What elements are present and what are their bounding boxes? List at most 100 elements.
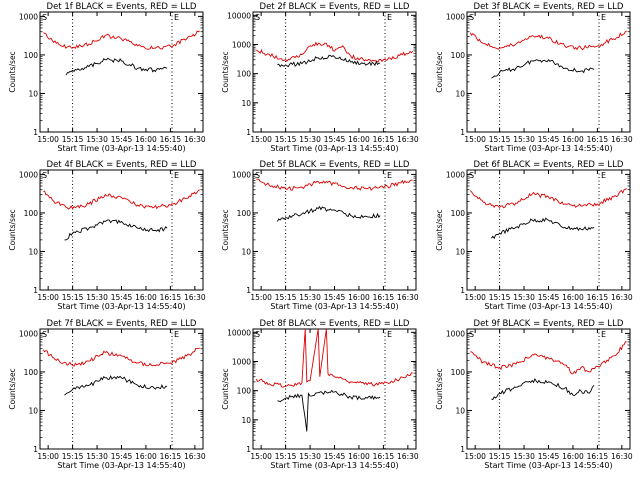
start-marker: S xyxy=(255,171,260,180)
y-axis-title: Counts/sec xyxy=(435,368,444,409)
x-tick-label: 15:30 xyxy=(86,452,108,461)
y-axis-title: Counts/sec xyxy=(221,368,230,409)
x-tick-label: 15:15 xyxy=(275,452,297,461)
x-tick-label: 15:15 xyxy=(62,135,84,144)
panel-title: Det 1f BLACK = Events, RED = LLD xyxy=(47,2,197,12)
start-marker: S xyxy=(42,171,47,180)
panel-title: Det 7f BLACK = Events, RED = LLD xyxy=(47,319,197,329)
y-tick-label: 10 xyxy=(455,247,465,256)
y-axis-title: Counts/sec xyxy=(8,51,17,92)
end-marker: E xyxy=(387,13,392,22)
y-tick-label: 1 xyxy=(33,445,38,454)
x-tick-label: 15:45 xyxy=(538,135,560,144)
lld-series-line xyxy=(256,178,413,191)
end-marker: E xyxy=(174,330,179,339)
y-tick-label: 1 xyxy=(246,286,251,295)
plot-frame xyxy=(39,169,204,291)
y-axis-title: Counts/sec xyxy=(435,209,444,250)
y-tick-label: 1000 xyxy=(232,170,251,179)
x-tick-label: 16:15 xyxy=(373,293,395,302)
panel-4: Det 4f BLACK = Events, RED = LLD 1 10 100 10… xyxy=(8,160,206,311)
y-tick-label: 100 xyxy=(237,70,252,79)
lld-series-line xyxy=(469,30,627,51)
y-tick-label: 1 xyxy=(246,128,251,137)
x-tick-label: 15:45 xyxy=(324,293,346,302)
x-axis-title: Start Time (03-Apr-13 14:55:40) xyxy=(270,144,398,153)
plot-frame xyxy=(39,11,204,133)
y-tick-label: 10 xyxy=(455,89,465,98)
x-tick-label: 15:30 xyxy=(86,293,108,302)
x-tick-label: 15:45 xyxy=(538,452,560,461)
x-tick-label: 16:00 xyxy=(135,135,157,144)
x-tick-label: 16:15 xyxy=(587,452,609,461)
x-tick-label: 15:15 xyxy=(275,293,297,302)
x-tick-label: 15:00 xyxy=(37,135,59,144)
start-marker: S xyxy=(469,13,474,22)
x-tick-label: 15:15 xyxy=(489,293,511,302)
y-tick-label: 1000 xyxy=(19,12,38,21)
x-tick-label: 15:30 xyxy=(299,452,321,461)
y-tick-label: 1000 xyxy=(446,329,465,338)
x-tick-label: 15:45 xyxy=(324,452,346,461)
x-tick-label: 15:00 xyxy=(37,293,59,302)
end-marker: E xyxy=(174,13,179,22)
x-tick-label: 16:30 xyxy=(611,135,633,144)
x-tick-label: 16:30 xyxy=(184,135,206,144)
lld-series-line xyxy=(470,341,627,375)
x-axis-title: Start Time (03-Apr-13 14:55:40) xyxy=(484,144,612,153)
y-axis-title: Counts/sec xyxy=(435,51,444,92)
y-tick-label: 1000 xyxy=(232,40,251,49)
x-tick-label: 16:15 xyxy=(373,452,395,461)
x-tick-label: 16:30 xyxy=(184,452,206,461)
y-axis-title: Counts/sec xyxy=(221,209,230,250)
x-tick-label: 15:00 xyxy=(250,452,272,461)
y-tick-label: 100 xyxy=(451,51,466,60)
panel-title: Det 8f BLACK = Events, RED = LLD xyxy=(260,319,410,329)
panel-9: Det 9f BLACK = Events, RED = LLD 1 10 100 10… xyxy=(435,319,633,470)
y-tick-label: 1000 xyxy=(446,170,465,179)
start-marker: S xyxy=(42,330,47,339)
start-marker: S xyxy=(469,330,474,339)
plot-frame xyxy=(466,169,631,291)
x-tick-label: 16:15 xyxy=(587,293,609,302)
end-marker: E xyxy=(601,13,606,22)
x-tick-label: 16:15 xyxy=(373,135,395,144)
x-tick-label: 15:30 xyxy=(513,452,535,461)
plot-frame xyxy=(252,169,417,291)
panel-title: Det 6f BLACK = Events, RED = LLD xyxy=(474,160,624,170)
x-tick-label: 15:00 xyxy=(464,452,486,461)
x-tick-label: 16:30 xyxy=(611,293,633,302)
events-series-line xyxy=(64,219,168,241)
x-axis-title: Start Time (03-Apr-13 14:55:40) xyxy=(57,144,185,153)
x-tick-label: 15:00 xyxy=(464,135,486,144)
x-tick-label: 16:15 xyxy=(587,135,609,144)
lld-series-line xyxy=(256,41,414,63)
x-tick-label: 16:30 xyxy=(397,293,419,302)
x-tick-label: 15:15 xyxy=(489,452,511,461)
lld-series-line xyxy=(469,188,627,209)
end-marker: E xyxy=(387,171,392,180)
panel-3: Det 3f BLACK = Events, RED = LLD 1 10 100 10… xyxy=(435,2,633,153)
x-tick-label: 16:00 xyxy=(135,293,157,302)
x-tick-label: 15:30 xyxy=(513,293,535,302)
x-tick-label: 16:30 xyxy=(397,452,419,461)
plot-frame xyxy=(39,328,204,450)
y-tick-label: 1 xyxy=(460,286,465,295)
y-tick-label: 100 xyxy=(237,209,252,218)
panel-6: Det 6f BLACK = Events, RED = LLD 1 10 100 10… xyxy=(435,160,633,311)
y-tick-label: 1 xyxy=(460,128,465,137)
x-tick-label: 15:15 xyxy=(275,135,297,144)
x-tick-label: 15:00 xyxy=(250,293,272,302)
x-tick-label: 16:00 xyxy=(562,135,584,144)
start-marker: S xyxy=(255,330,260,339)
x-axis-title: Start Time (03-Apr-13 14:55:40) xyxy=(57,461,185,470)
x-tick-label: 16:30 xyxy=(184,293,206,302)
x-tick-label: 15:30 xyxy=(299,293,321,302)
end-marker: E xyxy=(601,330,606,339)
y-axis-title: Counts/sec xyxy=(8,368,17,409)
events-series-line xyxy=(277,54,381,68)
plot-frame xyxy=(466,11,631,133)
panel-title: Det 2f BLACK = Events, RED = LLD xyxy=(260,2,410,12)
x-tick-label: 15:00 xyxy=(250,135,272,144)
